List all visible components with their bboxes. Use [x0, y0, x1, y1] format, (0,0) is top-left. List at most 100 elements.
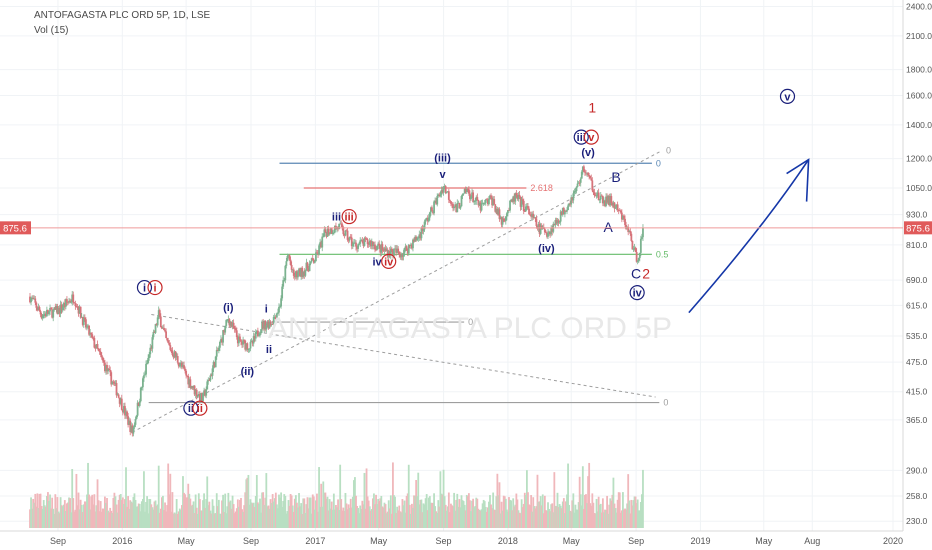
y-tick-label: 230.0	[906, 516, 928, 526]
x-tick-label: May	[563, 536, 581, 546]
candle-body	[173, 351, 176, 358]
candle-body	[401, 254, 404, 257]
volume-bar	[368, 506, 371, 528]
volume-bar	[433, 493, 435, 528]
candle-body	[598, 199, 601, 201]
volume-bar	[595, 498, 598, 528]
volume-bar	[196, 513, 199, 528]
volume-bar	[79, 499, 82, 528]
candle-body	[584, 171, 586, 173]
candle-body	[624, 218, 626, 226]
volume-bar	[226, 506, 229, 528]
candle-body	[438, 194, 441, 196]
candle-body	[244, 340, 247, 350]
candle-body	[632, 249, 635, 250]
candle-body	[258, 335, 260, 337]
volume-bar	[517, 510, 520, 528]
candle-body	[52, 309, 55, 318]
volume-bar	[290, 495, 293, 528]
volume-bar	[82, 504, 85, 528]
volume-bar	[151, 507, 154, 528]
volume-bar	[427, 497, 430, 528]
volume-bar	[320, 483, 323, 528]
candle-body	[350, 237, 353, 247]
candle-body	[618, 210, 621, 212]
volume-bar	[358, 513, 361, 528]
volume-bar	[284, 495, 287, 528]
candle-body	[60, 304, 63, 311]
volume-bar	[567, 463, 569, 528]
candle-body	[77, 306, 80, 314]
volume-bar	[542, 513, 545, 528]
candle-body	[488, 199, 490, 205]
volume-bar	[332, 493, 335, 528]
volume-bar	[121, 497, 124, 528]
candle-body	[462, 193, 465, 195]
volume-bar	[193, 513, 196, 528]
wave-label: v	[588, 132, 595, 144]
volume-bar	[229, 500, 232, 528]
volume-bar	[185, 497, 188, 528]
candle-body	[291, 269, 294, 271]
candle-body	[379, 245, 382, 253]
volume-bar	[514, 504, 517, 528]
candle-body	[97, 348, 100, 351]
candle-body	[294, 271, 297, 278]
candle-body	[32, 297, 35, 300]
candle-body	[502, 218, 505, 221]
candle-body	[533, 217, 536, 219]
candle-body	[308, 263, 311, 272]
candle-body	[567, 205, 569, 211]
volume-bar	[133, 493, 136, 528]
x-tick-label: Sep	[436, 536, 452, 546]
candle-body	[355, 242, 357, 247]
last-price-tag-left	[0, 221, 31, 235]
candle-body	[559, 211, 562, 222]
volume-bar	[625, 509, 627, 528]
candle-body	[485, 199, 488, 201]
volume-bar	[108, 512, 111, 528]
candle-body	[573, 191, 576, 194]
candle-body	[301, 267, 304, 277]
candle-body	[80, 316, 83, 318]
candle-body	[264, 320, 267, 330]
volume-bar	[379, 498, 382, 528]
candle-body	[186, 375, 189, 377]
candle-body	[64, 299, 67, 307]
candle-body	[163, 327, 165, 331]
volume-bar	[349, 498, 352, 528]
candle-body	[634, 247, 637, 252]
fib-0-top-line-label: 0	[656, 158, 661, 168]
volume-bar	[312, 496, 315, 528]
candle-body	[274, 316, 277, 320]
volume-bar	[563, 513, 566, 528]
candle-body	[256, 330, 259, 337]
candle-body	[343, 234, 346, 236]
volume-bar	[213, 513, 216, 528]
volume-bar	[146, 496, 149, 528]
candle-body	[216, 349, 219, 351]
volume-bar	[452, 506, 454, 528]
volume-bar	[170, 511, 173, 528]
candle-body	[185, 370, 188, 376]
candle-body	[157, 310, 160, 318]
candle-body	[556, 220, 559, 224]
volume-bar	[286, 511, 289, 528]
candle-body	[491, 197, 493, 206]
volume-bar	[303, 498, 306, 528]
volume-bar	[307, 508, 310, 528]
candle-body	[374, 244, 376, 250]
volume-bar	[479, 510, 482, 528]
candle-body	[565, 211, 567, 213]
candle-body	[610, 196, 613, 204]
volume-bar	[91, 494, 94, 528]
wave-label: iii	[345, 212, 354, 224]
candle-body	[457, 202, 460, 204]
candle-body	[203, 390, 205, 394]
volume-bar	[350, 507, 353, 528]
volume-bar	[615, 512, 618, 528]
volume-bar	[580, 505, 583, 528]
volume-bar	[494, 509, 497, 528]
wave-label: ii	[197, 403, 203, 415]
candle-body	[284, 265, 287, 281]
